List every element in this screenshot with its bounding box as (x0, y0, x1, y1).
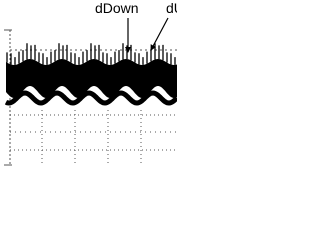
label-ddown: dDown (95, 0, 139, 16)
label-dup: dUp (166, 0, 177, 16)
graticule (4, 29, 177, 166)
signal-spikes (6, 43, 176, 65)
signal-ripple (4, 90, 177, 106)
grid-col (41, 110, 142, 165)
waveform (4, 43, 177, 106)
page: dDown dUp (() => { const data = JSON.par… (0, 0, 177, 177)
signal-band (6, 59, 177, 98)
arrow-dup (150, 17, 169, 51)
border-ticks (4, 29, 12, 166)
scope-figure: dDown dUp (4, 0, 177, 166)
